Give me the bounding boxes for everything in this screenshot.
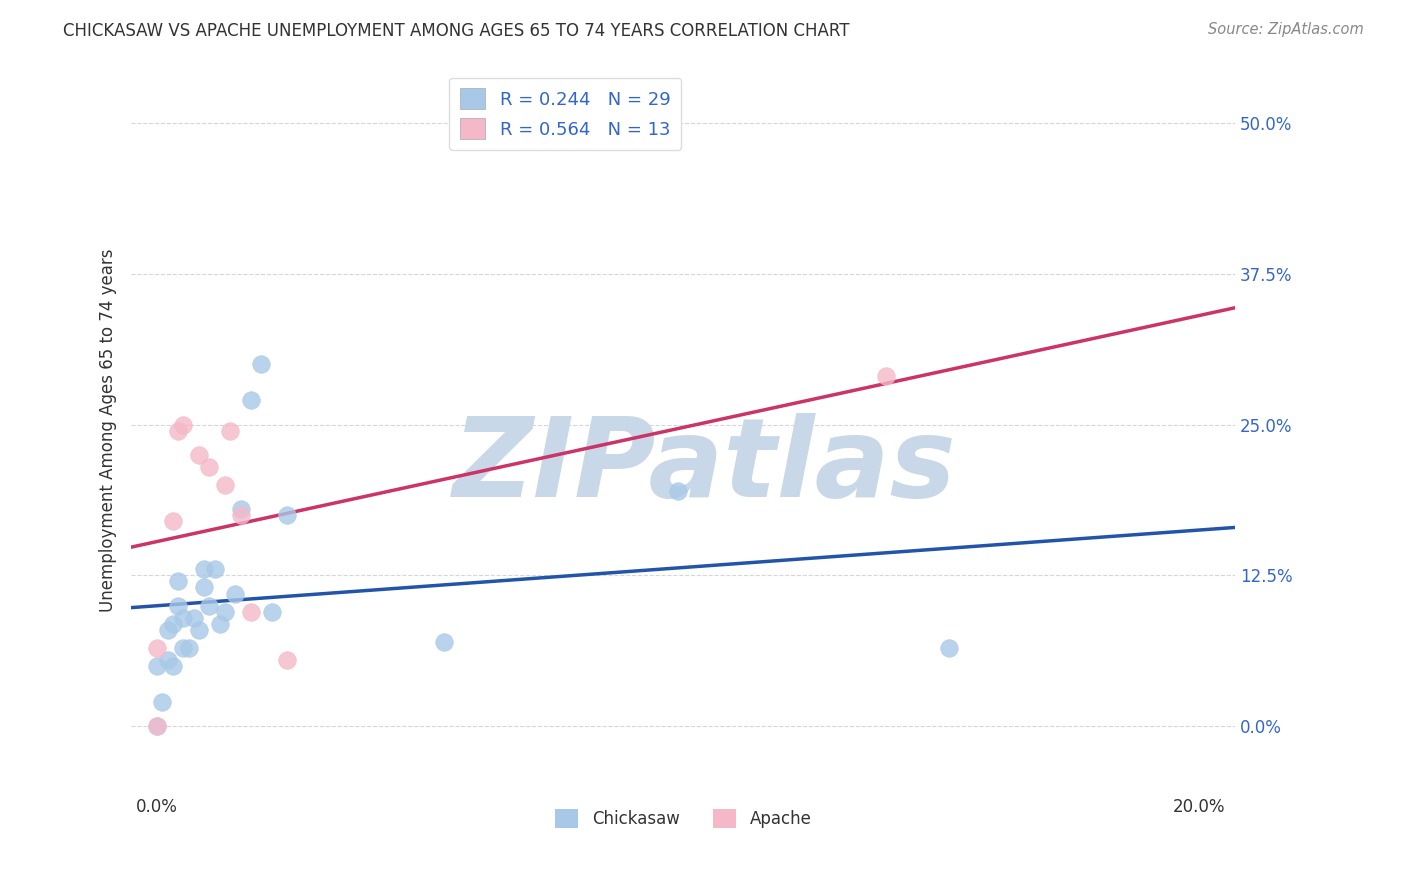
Point	[172, 610, 194, 624]
Point	[276, 653, 298, 667]
Point	[177, 640, 200, 655]
Point	[167, 424, 190, 438]
Point	[198, 599, 221, 613]
Point	[875, 369, 897, 384]
Text: Source: ZipAtlas.com: Source: ZipAtlas.com	[1208, 22, 1364, 37]
Point	[183, 610, 205, 624]
Point	[204, 562, 226, 576]
Point	[193, 581, 215, 595]
Point	[156, 623, 179, 637]
Point	[214, 478, 236, 492]
Point	[219, 424, 242, 438]
Point	[172, 417, 194, 432]
Y-axis label: Unemployment Among Ages 65 to 74 years: Unemployment Among Ages 65 to 74 years	[100, 249, 117, 612]
Point	[146, 719, 169, 733]
Point	[156, 653, 179, 667]
Point	[146, 640, 169, 655]
Text: CHICKASAW VS APACHE UNEMPLOYMENT AMONG AGES 65 TO 74 YEARS CORRELATION CHART: CHICKASAW VS APACHE UNEMPLOYMENT AMONG A…	[63, 22, 849, 40]
Point	[172, 640, 194, 655]
Point	[167, 574, 190, 589]
Point	[162, 616, 184, 631]
Point	[152, 695, 174, 709]
Point	[146, 659, 169, 673]
Point	[162, 514, 184, 528]
Point	[187, 448, 209, 462]
Point	[214, 605, 236, 619]
Point	[193, 562, 215, 576]
Point	[666, 483, 689, 498]
Text: ZIPatlas: ZIPatlas	[453, 413, 957, 520]
Legend: Chickasaw, Apache: Chickasaw, Apache	[548, 803, 818, 835]
Point	[433, 634, 456, 648]
Point	[260, 605, 283, 619]
Point	[198, 459, 221, 474]
Point	[162, 659, 184, 673]
Point	[276, 508, 298, 522]
Point	[250, 357, 273, 371]
Point	[229, 508, 252, 522]
Point	[240, 393, 263, 408]
Point	[167, 599, 190, 613]
Point	[224, 586, 246, 600]
Point	[146, 719, 169, 733]
Point	[187, 623, 209, 637]
Point	[240, 605, 263, 619]
Point	[208, 616, 231, 631]
Point	[229, 502, 252, 516]
Point	[938, 640, 960, 655]
